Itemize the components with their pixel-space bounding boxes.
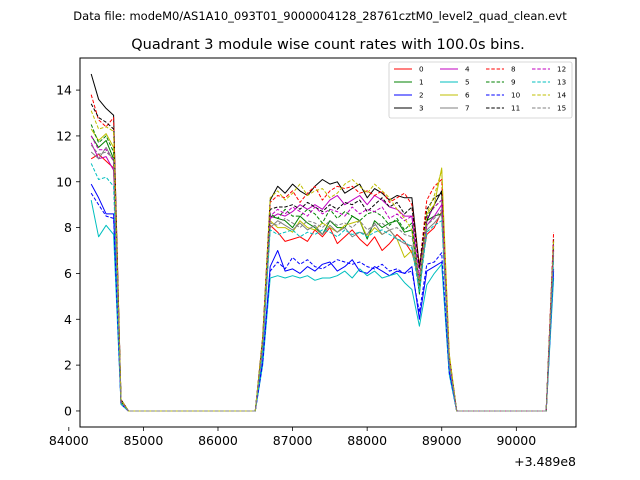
y-tick-label: 14 bbox=[56, 83, 72, 98]
chart-title: Quadrant 3 module wise count rates with … bbox=[131, 37, 525, 53]
x-tick-label: 86000 bbox=[198, 433, 238, 448]
x-tick-label: 89000 bbox=[422, 433, 462, 448]
legend-label-14: 14 bbox=[557, 91, 567, 100]
y-tick-label: 2 bbox=[64, 358, 72, 373]
figure-suptitle: Data file: modeM0/AS1A10_093T01_90000041… bbox=[73, 9, 567, 23]
y-tick-label: 8 bbox=[64, 220, 72, 235]
legend-label-7: 7 bbox=[465, 104, 470, 113]
x-tick-label: 87000 bbox=[273, 433, 313, 448]
legend-label-15: 15 bbox=[557, 104, 566, 113]
series-line-8 bbox=[90, 94, 555, 412]
legend-label-8: 8 bbox=[511, 65, 516, 74]
legend-label-11: 11 bbox=[511, 104, 520, 113]
series-layer bbox=[90, 73, 555, 412]
series-line-7 bbox=[90, 146, 555, 412]
y-tick-label: 4 bbox=[64, 312, 72, 327]
series-line-1 bbox=[90, 135, 555, 412]
legend-label-2: 2 bbox=[419, 91, 424, 100]
x-offset-label: +3.489e8 bbox=[514, 454, 576, 469]
y-tick-label: 12 bbox=[56, 128, 72, 143]
series-line-9 bbox=[90, 124, 555, 412]
y-tick-label: 10 bbox=[56, 174, 72, 189]
series-line-15 bbox=[90, 144, 555, 412]
legend-label-9: 9 bbox=[511, 78, 516, 87]
legend-label-0: 0 bbox=[419, 65, 424, 74]
series-line-0 bbox=[90, 153, 555, 412]
legend-label-4: 4 bbox=[465, 65, 470, 74]
legend-label-13: 13 bbox=[557, 78, 566, 87]
series-line-3 bbox=[90, 73, 555, 412]
legend-label-10: 10 bbox=[511, 91, 521, 100]
series-line-10 bbox=[90, 192, 555, 412]
x-tick-label: 90000 bbox=[496, 433, 536, 448]
plot-frame bbox=[79, 57, 577, 428]
series-line-11 bbox=[90, 103, 555, 412]
y-axis: 0 2 4 6 8 10 12 14 bbox=[56, 83, 80, 418]
legend-label-5: 5 bbox=[465, 78, 470, 87]
legend-label-6: 6 bbox=[465, 91, 470, 100]
x-tick-label: 88000 bbox=[347, 433, 387, 448]
legend-label-3: 3 bbox=[419, 104, 424, 113]
legend-label-12: 12 bbox=[557, 65, 566, 74]
series-line-4 bbox=[90, 142, 555, 412]
series-line-14 bbox=[90, 110, 555, 412]
series-line-6 bbox=[90, 128, 555, 412]
legend-label-1: 1 bbox=[419, 78, 424, 87]
y-tick-label: 0 bbox=[64, 403, 72, 418]
series-line-12 bbox=[90, 135, 555, 412]
series-line-2 bbox=[90, 183, 555, 412]
x-tick-label: 85000 bbox=[124, 433, 164, 448]
series-line-5 bbox=[90, 200, 555, 412]
x-axis: 84000 85000 86000 87000 88000 89000 90000 bbox=[49, 427, 536, 448]
y-tick-label: 6 bbox=[64, 266, 72, 281]
x-tick-label: 84000 bbox=[49, 433, 89, 448]
legend-box bbox=[388, 61, 573, 119]
